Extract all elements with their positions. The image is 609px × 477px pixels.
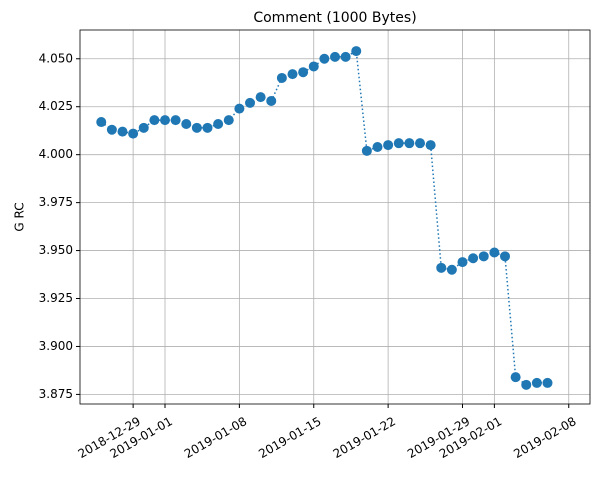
- y-tick-label: 4.025: [39, 99, 73, 113]
- data-point: [191, 122, 202, 133]
- data-point: [425, 140, 436, 151]
- data-point: [298, 67, 309, 78]
- data-point: [468, 253, 479, 264]
- y-tick-label: 3.950: [39, 243, 73, 257]
- data-point: [510, 372, 521, 383]
- data-point: [531, 377, 542, 388]
- data-point: [500, 251, 510, 262]
- y-tick-label: 3.900: [39, 339, 73, 353]
- y-axis-label: G RC: [13, 202, 27, 231]
- data-point: [542, 377, 553, 388]
- data-point: [287, 69, 298, 80]
- data-point: [160, 115, 170, 126]
- data-point: [170, 115, 181, 126]
- data-point: [106, 124, 117, 135]
- data-point: [181, 118, 192, 129]
- data-point: [457, 257, 468, 268]
- data-point: [308, 61, 319, 72]
- data-point: [128, 128, 139, 139]
- data-point: [393, 138, 404, 149]
- data-point: [446, 264, 457, 275]
- data-point: [404, 138, 415, 149]
- data-point: [245, 97, 255, 108]
- plot-frame: [79, 29, 591, 405]
- data-point: [234, 103, 245, 114]
- data-point: [96, 117, 107, 128]
- data-point: [521, 379, 532, 390]
- y-tick-label: 3.925: [39, 291, 73, 305]
- data-line: [100, 49, 548, 386]
- data-point: [330, 51, 340, 62]
- y-tick-label: 3.975: [39, 195, 73, 209]
- data-point: [489, 247, 500, 258]
- data-point: [361, 145, 372, 156]
- data-point: [340, 51, 351, 62]
- data-point: [372, 141, 383, 152]
- x-tick-label: 2019-01-15: [256, 414, 323, 461]
- data-point: [255, 92, 266, 103]
- x-tick-label: 2019-02-08: [511, 414, 578, 461]
- data-point: [117, 126, 128, 137]
- y-tick-label: 3.875: [39, 387, 73, 401]
- data-point: [478, 251, 489, 262]
- chart-title: Comment (1000 Bytes): [253, 10, 416, 26]
- data-point: [351, 46, 362, 57]
- data-point: [436, 262, 447, 273]
- x-tick-label: 2019-01-08: [182, 414, 249, 461]
- data-point: [213, 118, 224, 129]
- data-point: [415, 138, 425, 149]
- x-tick-label: 2019-01-22: [331, 414, 398, 461]
- data-point: [138, 122, 149, 133]
- data-point: [319, 53, 330, 64]
- data-point: [202, 122, 213, 133]
- y-tick-label: 4.000: [39, 147, 73, 161]
- data-point: [383, 140, 394, 151]
- data-point: [149, 115, 160, 126]
- data-point: [266, 95, 277, 106]
- data-point: [223, 115, 234, 126]
- data-point: [276, 72, 287, 83]
- y-tick-label: 4.050: [39, 51, 73, 65]
